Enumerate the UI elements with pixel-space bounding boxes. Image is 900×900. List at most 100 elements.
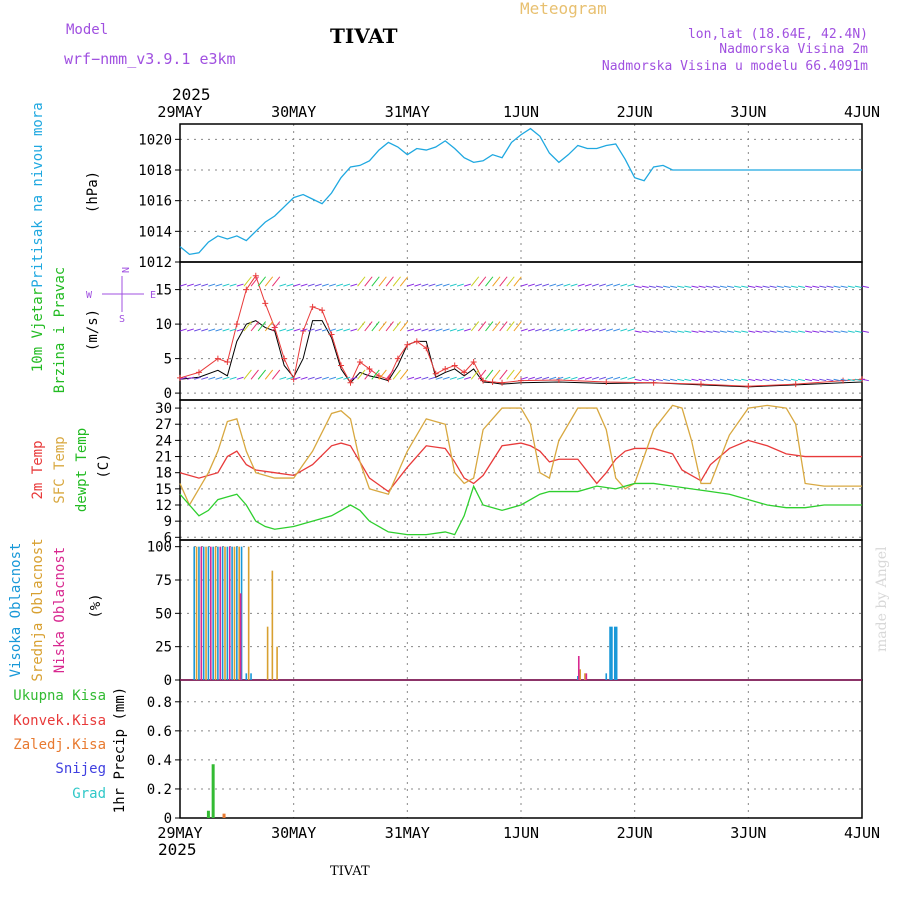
ytick-label: 1014 [138, 224, 172, 240]
wind-direction-arrow [392, 369, 401, 380]
wind-direction-arrow [698, 330, 706, 333]
wind-direction-arrow [577, 328, 585, 332]
wind-direction-arrow [606, 328, 614, 332]
cloud-low-bar [200, 546, 203, 680]
wind-direction-arrow [549, 328, 557, 332]
meteogram-label: Meteogram [520, 0, 607, 18]
xtick-bottom-label: 30MAY [271, 824, 316, 842]
wind-direction-arrow [271, 321, 281, 332]
wind-direction-arrow [613, 328, 621, 332]
wind-direction-arrow [641, 378, 649, 382]
wind-direction-arrow [264, 321, 274, 332]
cloud-low-bar [577, 656, 580, 680]
wind-direction-arrow [293, 376, 301, 380]
wind-direction-arrow [613, 283, 621, 287]
precip-title-conv: Konvek.Kisa [13, 713, 106, 729]
ytick-label: 0 [164, 673, 172, 689]
wind-gust-marker [319, 307, 326, 314]
wind-direction-arrow [435, 283, 443, 287]
wind-gust-marker [499, 379, 506, 386]
wind-direction-arrow [790, 285, 798, 289]
wind-direction-arrow [236, 376, 244, 380]
cloud-mid-bar [584, 673, 586, 680]
wind-direction-arrow [734, 285, 742, 289]
wind-direction-arrow [691, 285, 699, 289]
ytick-label: 0.2 [147, 782, 172, 798]
wind-direction-arrow [670, 378, 678, 382]
wind-gust-marker [233, 321, 240, 328]
cloud-high-bar [212, 546, 214, 680]
xtick-top-label: 4JUN [844, 103, 880, 121]
wind-direction-arrow [833, 330, 841, 333]
ytick-label: 27 [155, 417, 172, 433]
wind-direction-arrow [570, 376, 578, 380]
cloud-high-bar [245, 673, 248, 680]
wind-direction-arrow [499, 369, 508, 380]
wind-direction-arrow [357, 321, 366, 332]
wind-direction-arrow [819, 378, 827, 382]
cloud-high-bar [198, 546, 200, 680]
wind-direction-arrow [755, 378, 763, 382]
wind-direction-arrow [286, 283, 294, 287]
wind-direction-arrow [542, 328, 550, 332]
wind-direction-arrow [698, 285, 706, 289]
xtick-bottom-label: 3JUN [730, 824, 766, 842]
xtick-bottom-label: 4JUN [844, 824, 880, 842]
wind-direction-arrow [243, 276, 252, 287]
cloud-high-bar [226, 546, 229, 680]
wind-direction-arrow [627, 283, 635, 287]
wind-gust-marker [195, 369, 202, 376]
precip-bar [211, 764, 215, 818]
wind-direction-arrow [435, 376, 443, 380]
cloud-mid-bar [214, 546, 217, 680]
wind-direction-arrow [563, 376, 571, 380]
wind-direction-arrow [535, 283, 543, 287]
precip-title-hail: Grad [72, 786, 106, 802]
cloud-mid-bar [233, 546, 236, 680]
wind-direction-arrow [513, 369, 522, 380]
wind-gust-marker [480, 377, 487, 384]
cloud-low-bar [209, 546, 212, 680]
wind-direction-arrow [684, 330, 692, 333]
wind-direction-arrow [499, 276, 508, 287]
wind-direction-arrow [570, 283, 578, 287]
wind-direction-arrow [336, 328, 344, 332]
wind-direction-arrow [364, 276, 373, 287]
wind-ylabel: (m/s) [85, 309, 101, 351]
wind-gust-marker [404, 341, 411, 348]
wind-direction-arrow [442, 376, 450, 380]
wind-direction-arrow [826, 330, 834, 333]
wind-gust-marker [366, 365, 373, 372]
wind-direction-arrow [662, 330, 671, 333]
wind-direction-arrow [364, 321, 373, 332]
wind-direction-arrow [691, 378, 699, 382]
cloud-low-bar [219, 546, 222, 680]
cloud-high-bar [577, 676, 579, 680]
wind-direction-arrow [790, 378, 798, 382]
wind-direction-arrow [279, 283, 287, 287]
wind-direction-arrow [236, 283, 244, 287]
wind-direction-arrow [399, 276, 409, 287]
precip-title-frozen: Zaledj.Kisa [13, 737, 106, 753]
ytick-label: 10 [155, 317, 172, 333]
wind-direction-arrow [734, 330, 742, 333]
wind-gust-marker [423, 345, 430, 352]
cloud-high-bar [221, 546, 224, 680]
wind-direction-arrow [407, 376, 415, 380]
wind-direction-arrow [506, 369, 515, 380]
wind-direction-arrow [648, 378, 656, 382]
cloud-title-low: Niska Oblacnost [52, 547, 68, 673]
wind-direction-arrow [208, 328, 216, 332]
wind-direction-arrow [620, 328, 628, 332]
pressure-line [179, 127, 862, 256]
wind-direction-arrow [641, 285, 649, 289]
wind-direction-arrow [840, 378, 848, 382]
wind-direction-arrow [634, 378, 642, 382]
wind-direction-arrow [293, 283, 301, 287]
wind-direction-arrow [307, 328, 315, 332]
wind-direction-arrow [577, 283, 585, 287]
wind-direction-arrow [556, 376, 564, 380]
wind-direction-arrow [378, 276, 387, 287]
wind-direction-arrow [755, 285, 763, 289]
wind-direction-arrow [655, 285, 663, 289]
